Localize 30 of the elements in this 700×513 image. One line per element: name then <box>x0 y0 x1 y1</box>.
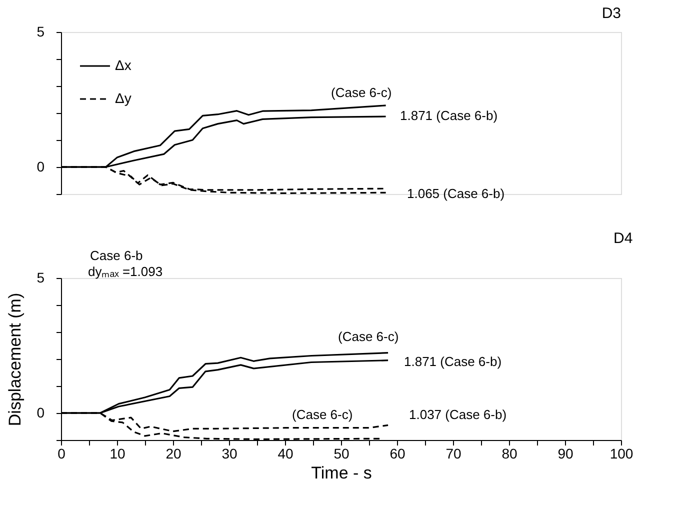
annotation: 1.871 (Case 6-b) <box>400 108 498 123</box>
x-tick-label: 30 <box>222 446 238 462</box>
legend-label: Δy <box>115 90 132 106</box>
annotation: (Case 6-c) <box>331 85 392 100</box>
annotation: dyₘₐₓ =1.093 <box>88 264 163 279</box>
y-axis-title: Displacement (m) <box>6 292 25 426</box>
y-tick-label: 5 <box>36 270 45 286</box>
x-tick-label: 60 <box>390 446 406 462</box>
y-tick-label: 0 <box>36 158 45 174</box>
x-tick-label: 40 <box>278 446 294 462</box>
chart-title: D4 <box>613 230 633 247</box>
annotation: 1.037 (Case 6-b) <box>409 407 507 422</box>
x-tick-label: 70 <box>446 446 462 462</box>
x-tick-label: 20 <box>166 446 182 462</box>
text: Case 6-b <box>90 248 143 263</box>
x-tick-label: 90 <box>558 446 574 462</box>
y-tick-label: 5 <box>36 24 45 40</box>
chart-title: D3 <box>602 5 621 22</box>
x-tick-label: 0 <box>58 446 66 462</box>
annotation: (Case 6-c) <box>292 407 353 422</box>
annotation: 1.871 (Case 6-b) <box>404 354 502 369</box>
legend-label: Δx <box>115 57 132 73</box>
x-tick-label: 10 <box>110 446 126 462</box>
x-tick-label: 80 <box>502 446 518 462</box>
y-tick-label: 0 <box>36 404 45 420</box>
annotation: (Case 6-c) <box>338 329 399 344</box>
x-axis-title: Time - s <box>311 464 372 482</box>
x-tick-label: 50 <box>334 446 350 462</box>
annotation: 1.065 (Case 6-b) <box>407 186 505 201</box>
x-tick-label: 100 <box>610 446 634 462</box>
